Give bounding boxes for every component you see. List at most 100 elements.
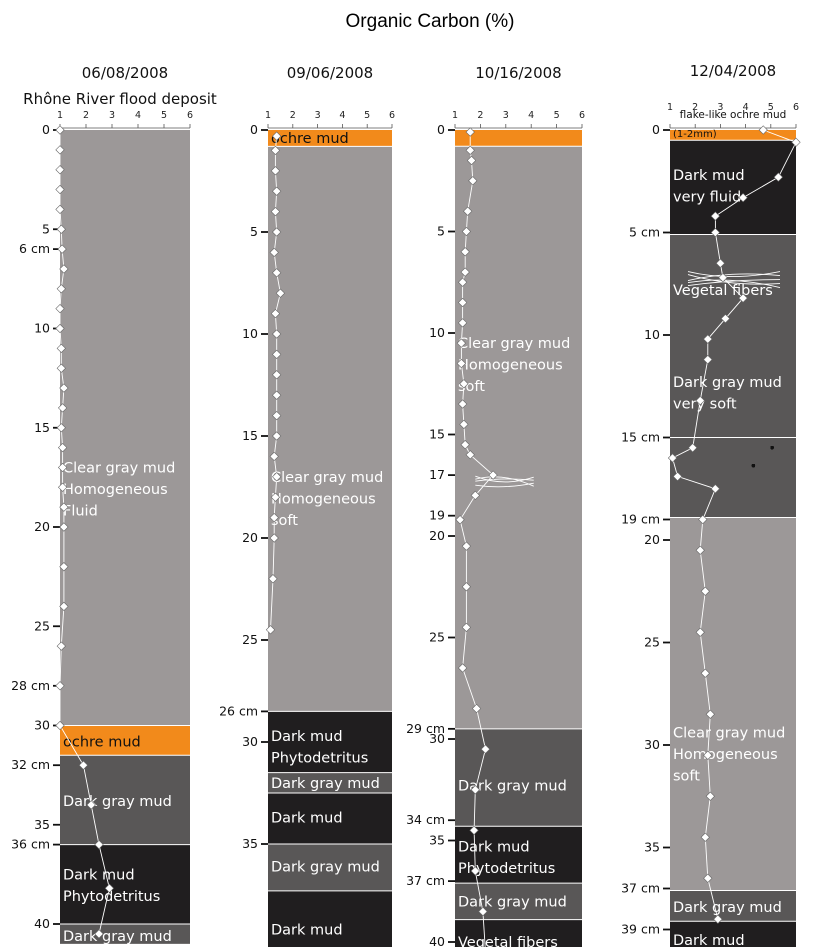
y-tick-label: 30: [34, 718, 50, 733]
fiber-line: [687, 279, 781, 289]
layer-dark-gray: [670, 437, 796, 518]
layer-label: Clear gray mud: [63, 461, 175, 477]
y-tick-label: 20: [242, 530, 258, 545]
core-layers: [455, 130, 582, 947]
data-point: [457, 399, 468, 409]
x-tick-label: 1: [57, 110, 63, 121]
y-tick-label: 32 cm: [11, 757, 50, 772]
data-point: [457, 663, 468, 673]
data-point: [478, 906, 488, 917]
x-tick-label: 3: [717, 102, 723, 113]
x-tick-label: 3: [315, 110, 321, 121]
x-tick-label: 6: [793, 102, 799, 113]
y-tick-label: 0: [652, 122, 660, 137]
core-layers: [670, 130, 796, 947]
data-point: [269, 451, 279, 462]
series-markers: [455, 127, 498, 917]
x-tick-label: 4: [528, 110, 534, 121]
data-point: [461, 582, 472, 592]
layer-dark: [670, 921, 796, 947]
sediment-dot: [751, 464, 756, 468]
data-point: [461, 226, 472, 237]
data-point: [456, 358, 466, 369]
y-axis: 0 5 cm 10 15 cm 19 cm 20 25 30 35 37 cm 39 cm: [621, 122, 670, 937]
data-point: [466, 155, 477, 166]
data-point: [710, 484, 720, 494]
layer-label: very soft: [673, 397, 737, 413]
x-tick-label: 2: [692, 102, 698, 113]
data-point: [715, 258, 726, 268]
layer-label: Phytodetritus: [458, 861, 555, 877]
data-point: [272, 410, 282, 421]
data-point: [94, 839, 104, 850]
core-panel-4: 12/04/2008 flake-like ochre mud (1-2mm) Dar…: [621, 62, 801, 947]
data-point: [455, 515, 465, 525]
core-layers: [60, 130, 190, 944]
data-point: [672, 471, 683, 482]
layer-label: Dark gray mud: [63, 929, 172, 945]
layer-dark-gray: [268, 844, 392, 891]
data-point: [720, 313, 731, 324]
layer-dark: [60, 844, 190, 924]
layer-dark: [670, 140, 796, 235]
x-axis: 1 2 3 4 5 6: [265, 110, 395, 129]
data-point: [461, 541, 472, 551]
y-tick-label: 0: [42, 122, 50, 137]
core-panels: 06/08/2008 Rhône River flood deposit Clear…: [11, 62, 801, 947]
series-line: [671, 129, 797, 920]
y-tick-label: 20: [34, 519, 50, 534]
x-tick-label: 6: [579, 110, 585, 121]
data-point: [57, 244, 67, 254]
data-point: [55, 681, 65, 691]
data-point: [791, 137, 801, 147]
layer-dark-gray: [268, 772, 392, 793]
data-point: [272, 431, 282, 441]
data-point: [270, 166, 281, 176]
y-tick-label: 19: [429, 508, 445, 523]
data-point: [56, 363, 66, 373]
core-subtitle: flake-like ochre mud: [680, 109, 787, 121]
layer-label: ochre mud: [63, 734, 141, 750]
y-tick-label: 15: [34, 420, 50, 435]
x-tick-label: 5: [364, 110, 370, 121]
y-tick-label: 0: [250, 122, 258, 137]
layer-label: Clear gray mud: [673, 726, 785, 742]
data-point: [272, 186, 282, 196]
data-point: [758, 125, 768, 135]
y-axis: 0 5 10 15 20 25 26 cm 30 35: [219, 122, 268, 851]
x-tick-label: 5: [554, 110, 560, 121]
data-point: [55, 720, 65, 731]
data-point: [457, 277, 468, 287]
layer-dark-gray: [455, 728, 582, 827]
x-tick-label: 4: [339, 110, 345, 121]
data-point: [272, 370, 282, 380]
data-point: [460, 247, 470, 257]
layer-dark: [268, 711, 392, 773]
layer-label: Dark gray mud: [271, 859, 380, 875]
layer-label: Dark mud: [63, 867, 135, 883]
data-point: [55, 165, 65, 175]
y-tick-label: 10: [242, 326, 258, 341]
data-point: [57, 442, 68, 453]
layer-label: Homogeneous: [271, 491, 376, 507]
data-point: [59, 562, 69, 572]
layer-ochre: [455, 130, 582, 147]
fiber-line: [687, 279, 781, 287]
data-point: [55, 204, 65, 215]
data-point: [56, 224, 66, 234]
data-point: [459, 379, 469, 389]
data-point: [695, 627, 705, 637]
data-point: [710, 211, 720, 221]
data-point: [703, 354, 713, 365]
x-axis: 1 2 3 4 5 6: [57, 110, 193, 129]
core-date: 12/04/2008: [690, 62, 776, 80]
data-point: [272, 390, 282, 400]
layer-label: soft: [673, 769, 700, 785]
y-tick-label: 20: [644, 532, 660, 547]
data-point: [270, 492, 281, 502]
layer-ochre: [60, 725, 190, 756]
data-point: [718, 272, 728, 283]
y-tick-label: 40: [34, 916, 50, 931]
